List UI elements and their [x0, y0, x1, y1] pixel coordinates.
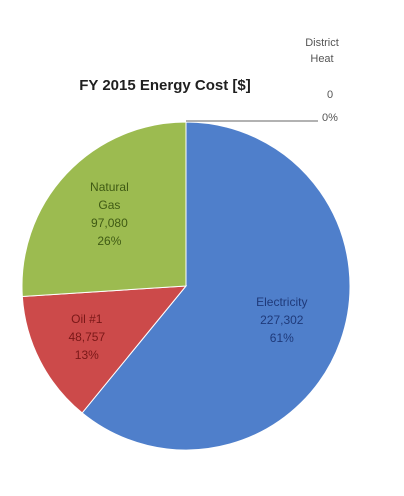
slice-label-oil-1-percent: 13%: [75, 348, 99, 362]
slice-label-district-heat-percent: 0%: [322, 112, 338, 124]
slice-label-district-heat-name-line2: Heat: [310, 53, 333, 65]
chart-title: FY 2015 Energy Cost [$]: [79, 77, 250, 94]
slice-label-natural-gas-percent: 26%: [97, 234, 121, 248]
slice-label-oil-1-value: 48,757: [68, 330, 105, 344]
slice-label-district-heat-value: 0: [327, 89, 333, 101]
external-data-label: District Heat 0 0%: [186, 37, 339, 124]
slice-label-natural-gas-name: Natural: [90, 180, 129, 194]
slice-label-oil-1-name: Oil #1: [71, 312, 103, 326]
pie-slice-electricity: [81, 121, 351, 451]
pie-slices: [21, 121, 351, 451]
pie-slice-oil-1: [21, 285, 188, 414]
slice-label-electricity-value: 227,302: [260, 313, 304, 327]
pie-slice-natural-gas: [21, 121, 187, 298]
slice-label-electricity-percent: 61%: [270, 331, 294, 345]
slice-label-electricity-name: Electricity: [256, 295, 307, 309]
slice-label-natural-gas-name: Gas: [98, 198, 120, 212]
pie-data-labels: Electricity 227,302 61% Oil #1 48,757 13% Natu…: [68, 180, 307, 362]
slice-label-district-heat-name-line1: District: [305, 37, 339, 49]
slice-label-natural-gas-value: 97,080: [91, 216, 128, 230]
